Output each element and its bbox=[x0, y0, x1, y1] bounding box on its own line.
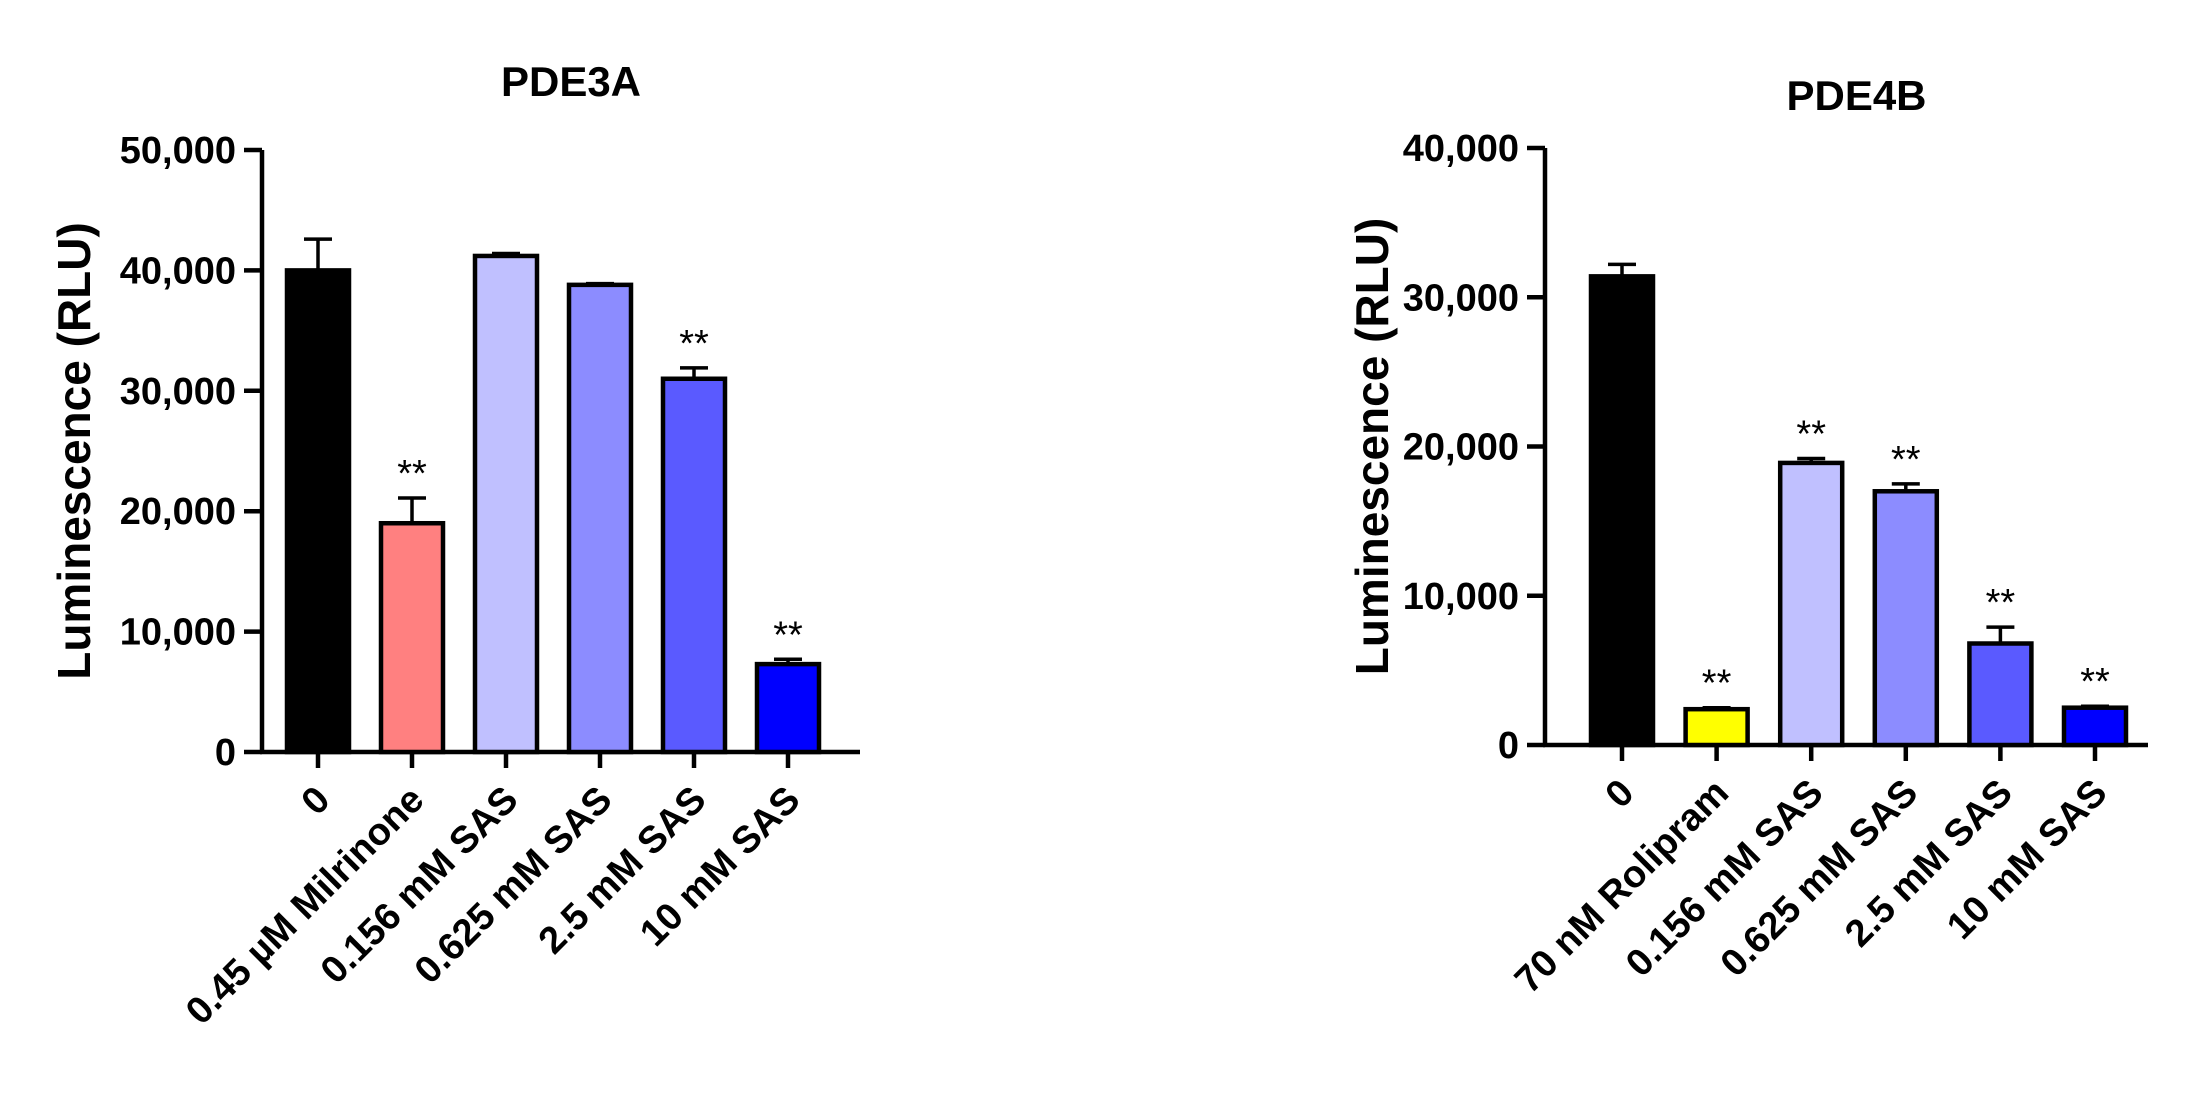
bar bbox=[660, 376, 728, 755]
bar bbox=[284, 268, 352, 755]
y-tick-label: 50,000 bbox=[120, 130, 236, 172]
bar bbox=[1683, 706, 1750, 748]
y-tick-label: 10,000 bbox=[1403, 576, 1519, 618]
bar bbox=[754, 661, 822, 755]
chart-title: PDE3A bbox=[501, 58, 641, 105]
significance-label: ** bbox=[773, 614, 803, 656]
bar bbox=[378, 520, 446, 755]
y-axis-label: Luminescence (RLU) bbox=[1346, 218, 1398, 676]
y-axis-label: Luminescence (RLU) bbox=[48, 222, 100, 680]
y-tick-label: 30,000 bbox=[120, 371, 236, 413]
bar bbox=[1967, 641, 2034, 748]
significance-label: ** bbox=[397, 453, 427, 495]
y-tick-label: 10,000 bbox=[120, 612, 236, 654]
chart-pde3a: PDE3A Luminescence (RLU) 0 10,000 20,000 30,0… bbox=[48, 58, 860, 1033]
category-label: 0 bbox=[294, 779, 339, 824]
significance-label: ** bbox=[1986, 582, 2016, 624]
significance-label: ** bbox=[2080, 661, 2110, 703]
y-tick-label: 20,000 bbox=[120, 491, 236, 533]
bar bbox=[566, 282, 634, 755]
bar bbox=[1588, 274, 1656, 748]
significance-label: ** bbox=[1702, 663, 1732, 705]
chart-title: PDE4B bbox=[1786, 72, 1926, 119]
bar bbox=[472, 253, 540, 755]
significance-label: ** bbox=[1796, 413, 1826, 455]
bar bbox=[1872, 489, 1940, 748]
significance-label: ** bbox=[1891, 439, 1921, 481]
category-label: 0 bbox=[1598, 772, 1643, 817]
bar bbox=[2061, 705, 2129, 748]
bar bbox=[1777, 460, 1845, 748]
y-tick-label: 30,000 bbox=[1403, 277, 1519, 319]
y-tick-label: 0 bbox=[1498, 725, 1519, 767]
chart-pde4b: PDE4B Luminescence (RLU) 0 10,000 20,000 30,0… bbox=[1346, 72, 2148, 1001]
y-tick-label: 20,000 bbox=[1403, 427, 1519, 469]
y-tick-label: 0 bbox=[215, 732, 236, 774]
significance-label: ** bbox=[679, 323, 709, 365]
y-tick-label: 40,000 bbox=[1403, 128, 1519, 170]
y-tick-label: 40,000 bbox=[120, 250, 236, 292]
